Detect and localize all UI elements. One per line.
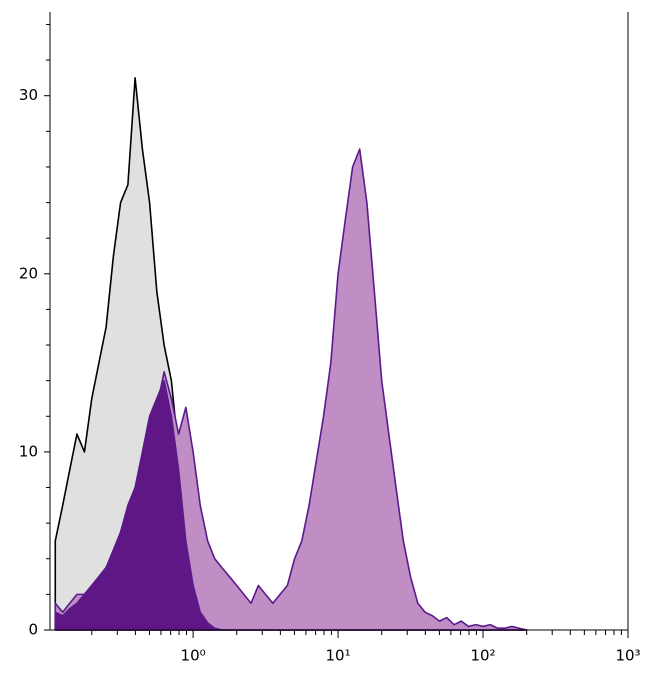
y-tick-label: 0 — [28, 621, 38, 639]
x-tick-label: 10¹ — [326, 647, 351, 665]
x-tick-label: 10⁰ — [181, 647, 206, 665]
x-tick-label: 10² — [470, 647, 495, 665]
y-tick-label: 10 — [19, 442, 38, 460]
y-tick-label: 20 — [19, 264, 38, 282]
x-tick-label: 10³ — [615, 647, 640, 665]
y-tick-label: 30 — [19, 86, 38, 104]
